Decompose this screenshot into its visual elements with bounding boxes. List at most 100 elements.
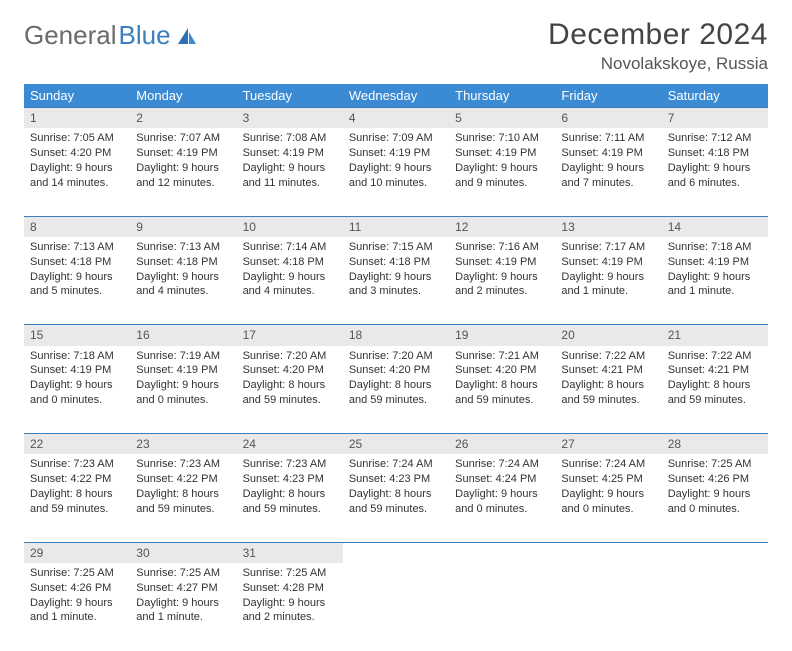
day-number-cell: 31 [237, 542, 343, 563]
day-body-cell: Sunrise: 7:18 AMSunset: 4:19 PMDaylight:… [662, 237, 768, 325]
day-body-cell: Sunrise: 7:20 AMSunset: 4:20 PMDaylight:… [237, 346, 343, 434]
sunset-text: Sunset: 4:23 PM [349, 472, 443, 487]
sunset-text: Sunset: 4:19 PM [349, 146, 443, 161]
day-number-cell: 12 [449, 216, 555, 237]
day-number-cell: 3 [237, 108, 343, 129]
day-body-cell: Sunrise: 7:20 AMSunset: 4:20 PMDaylight:… [343, 346, 449, 434]
day-body-cell: Sunrise: 7:21 AMSunset: 4:20 PMDaylight:… [449, 346, 555, 434]
brand-word-1: General [24, 22, 117, 48]
day-body-cell: Sunrise: 7:12 AMSunset: 4:18 PMDaylight:… [662, 128, 768, 216]
day-number-cell: 16 [130, 325, 236, 346]
day-number-cell: 25 [343, 434, 449, 455]
sunrise-text: Sunrise: 7:19 AM [136, 349, 230, 364]
daylight-text: Daylight: 9 hours and 1 minute. [561, 270, 655, 300]
day-body-cell: Sunrise: 7:13 AMSunset: 4:18 PMDaylight:… [130, 237, 236, 325]
day-body-cell: Sunrise: 7:23 AMSunset: 4:22 PMDaylight:… [130, 454, 236, 542]
day-number-cell: 28 [662, 434, 768, 455]
sunset-text: Sunset: 4:19 PM [136, 146, 230, 161]
sunrise-text: Sunrise: 7:20 AM [349, 349, 443, 364]
day-body-cell: Sunrise: 7:11 AMSunset: 4:19 PMDaylight:… [555, 128, 661, 216]
day-number-row: 22232425262728 [24, 434, 768, 455]
sunrise-text: Sunrise: 7:18 AM [668, 240, 762, 255]
sunrise-text: Sunrise: 7:13 AM [30, 240, 124, 255]
day-body-cell: Sunrise: 7:10 AMSunset: 4:19 PMDaylight:… [449, 128, 555, 216]
day-number-cell: 26 [449, 434, 555, 455]
daylight-text: Daylight: 9 hours and 4 minutes. [243, 270, 337, 300]
day-number-cell: 18 [343, 325, 449, 346]
sunset-text: Sunset: 4:19 PM [668, 255, 762, 270]
brand-word-2: Blue [119, 22, 171, 48]
daylight-text: Daylight: 8 hours and 59 minutes. [30, 487, 124, 517]
day-body-row: Sunrise: 7:18 AMSunset: 4:19 PMDaylight:… [24, 346, 768, 434]
daylight-text: Daylight: 8 hours and 59 minutes. [243, 487, 337, 517]
sunrise-text: Sunrise: 7:10 AM [455, 131, 549, 146]
sunrise-text: Sunrise: 7:25 AM [668, 457, 762, 472]
sunset-text: Sunset: 4:19 PM [243, 146, 337, 161]
sunset-text: Sunset: 4:22 PM [30, 472, 124, 487]
day-body-row: Sunrise: 7:23 AMSunset: 4:22 PMDaylight:… [24, 454, 768, 542]
sunset-text: Sunset: 4:28 PM [243, 581, 337, 596]
sunset-text: Sunset: 4:19 PM [455, 255, 549, 270]
daylight-text: Daylight: 8 hours and 59 minutes. [243, 378, 337, 408]
calendar-table: SundayMondayTuesdayWednesdayThursdayFrid… [24, 84, 768, 651]
weekday-header: Saturday [662, 84, 768, 108]
sunrise-text: Sunrise: 7:12 AM [668, 131, 762, 146]
sunrise-text: Sunrise: 7:23 AM [136, 457, 230, 472]
sunrise-text: Sunrise: 7:25 AM [30, 566, 124, 581]
day-number-row: 891011121314 [24, 216, 768, 237]
sunset-text: Sunset: 4:19 PM [30, 363, 124, 378]
sunset-text: Sunset: 4:20 PM [455, 363, 549, 378]
sunrise-text: Sunrise: 7:24 AM [455, 457, 549, 472]
sunset-text: Sunset: 4:18 PM [30, 255, 124, 270]
day-body-cell: Sunrise: 7:07 AMSunset: 4:19 PMDaylight:… [130, 128, 236, 216]
day-number-cell: 17 [237, 325, 343, 346]
day-body-row: Sunrise: 7:05 AMSunset: 4:20 PMDaylight:… [24, 128, 768, 216]
day-number-cell: 13 [555, 216, 661, 237]
day-body-cell: Sunrise: 7:24 AMSunset: 4:24 PMDaylight:… [449, 454, 555, 542]
day-body-cell: Sunrise: 7:18 AMSunset: 4:19 PMDaylight:… [24, 346, 130, 434]
daylight-text: Daylight: 9 hours and 0 minutes. [455, 487, 549, 517]
day-body-cell: Sunrise: 7:05 AMSunset: 4:20 PMDaylight:… [24, 128, 130, 216]
sunset-text: Sunset: 4:27 PM [136, 581, 230, 596]
sunrise-text: Sunrise: 7:20 AM [243, 349, 337, 364]
sunset-text: Sunset: 4:21 PM [561, 363, 655, 378]
day-number-cell: 11 [343, 216, 449, 237]
day-number-cell: 14 [662, 216, 768, 237]
title-block: December 2024 Novolakskoye, Russia [548, 18, 768, 74]
sunset-text: Sunset: 4:18 PM [243, 255, 337, 270]
day-number-cell: 22 [24, 434, 130, 455]
day-number-cell: 21 [662, 325, 768, 346]
daylight-text: Daylight: 9 hours and 0 minutes. [561, 487, 655, 517]
day-number-cell: 2 [130, 108, 236, 129]
daylight-text: Daylight: 9 hours and 1 minute. [136, 596, 230, 626]
daylight-text: Daylight: 9 hours and 1 minute. [30, 596, 124, 626]
day-body-cell: Sunrise: 7:25 AMSunset: 4:26 PMDaylight:… [662, 454, 768, 542]
day-body-cell: Sunrise: 7:25 AMSunset: 4:28 PMDaylight:… [237, 563, 343, 651]
sunrise-text: Sunrise: 7:13 AM [136, 240, 230, 255]
day-body-cell [449, 563, 555, 651]
day-number-row: 1234567 [24, 108, 768, 129]
sunset-text: Sunset: 4:18 PM [349, 255, 443, 270]
weekday-header-row: SundayMondayTuesdayWednesdayThursdayFrid… [24, 84, 768, 108]
daylight-text: Daylight: 9 hours and 10 minutes. [349, 161, 443, 191]
daylight-text: Daylight: 8 hours and 59 minutes. [349, 487, 443, 517]
day-body-cell: Sunrise: 7:24 AMSunset: 4:25 PMDaylight:… [555, 454, 661, 542]
day-number-cell: 4 [343, 108, 449, 129]
weekday-header: Monday [130, 84, 236, 108]
daylight-text: Daylight: 9 hours and 0 minutes. [30, 378, 124, 408]
day-number-cell: 20 [555, 325, 661, 346]
day-body-cell: Sunrise: 7:08 AMSunset: 4:19 PMDaylight:… [237, 128, 343, 216]
header: GeneralBlue December 2024 Novolakskoye, … [24, 18, 768, 74]
sunset-text: Sunset: 4:19 PM [136, 363, 230, 378]
sunset-text: Sunset: 4:19 PM [455, 146, 549, 161]
daylight-text: Daylight: 8 hours and 59 minutes. [561, 378, 655, 408]
daylight-text: Daylight: 9 hours and 12 minutes. [136, 161, 230, 191]
daylight-text: Daylight: 8 hours and 59 minutes. [136, 487, 230, 517]
daylight-text: Daylight: 9 hours and 14 minutes. [30, 161, 124, 191]
sunset-text: Sunset: 4:20 PM [30, 146, 124, 161]
sunset-text: Sunset: 4:25 PM [561, 472, 655, 487]
sunset-text: Sunset: 4:26 PM [30, 581, 124, 596]
sunset-text: Sunset: 4:20 PM [349, 363, 443, 378]
sunrise-text: Sunrise: 7:18 AM [30, 349, 124, 364]
day-body-cell: Sunrise: 7:19 AMSunset: 4:19 PMDaylight:… [130, 346, 236, 434]
